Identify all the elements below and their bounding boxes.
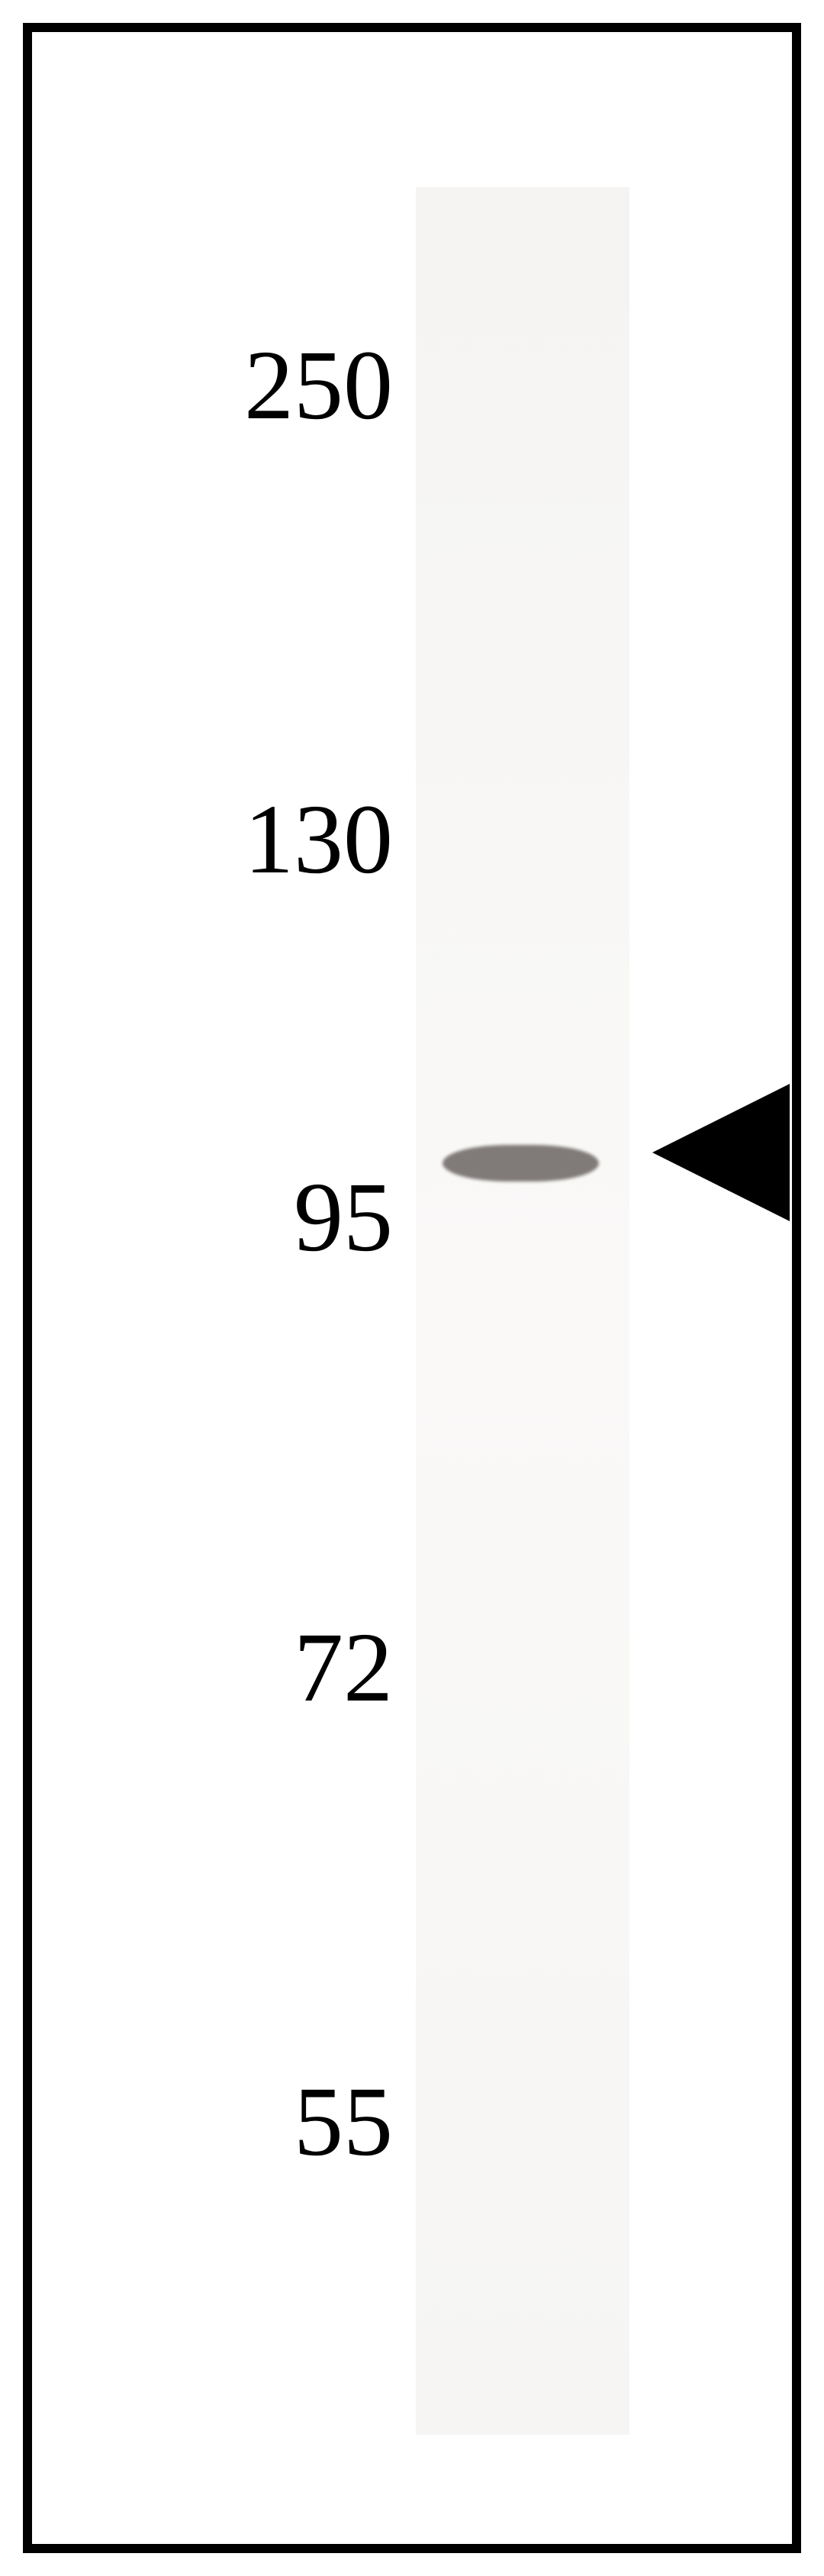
protein-band [443, 1145, 599, 1182]
mw-marker-72: 72 [294, 1618, 393, 1717]
mw-marker-95: 95 [294, 1168, 393, 1267]
figure-outer-border [23, 23, 801, 2553]
mw-marker-250: 250 [244, 336, 393, 435]
band-indicator-arrow-icon [652, 1084, 790, 1221]
mw-marker-55: 55 [294, 2072, 393, 2171]
mw-marker-130: 130 [244, 790, 393, 889]
western-blot-lane [416, 187, 629, 2435]
